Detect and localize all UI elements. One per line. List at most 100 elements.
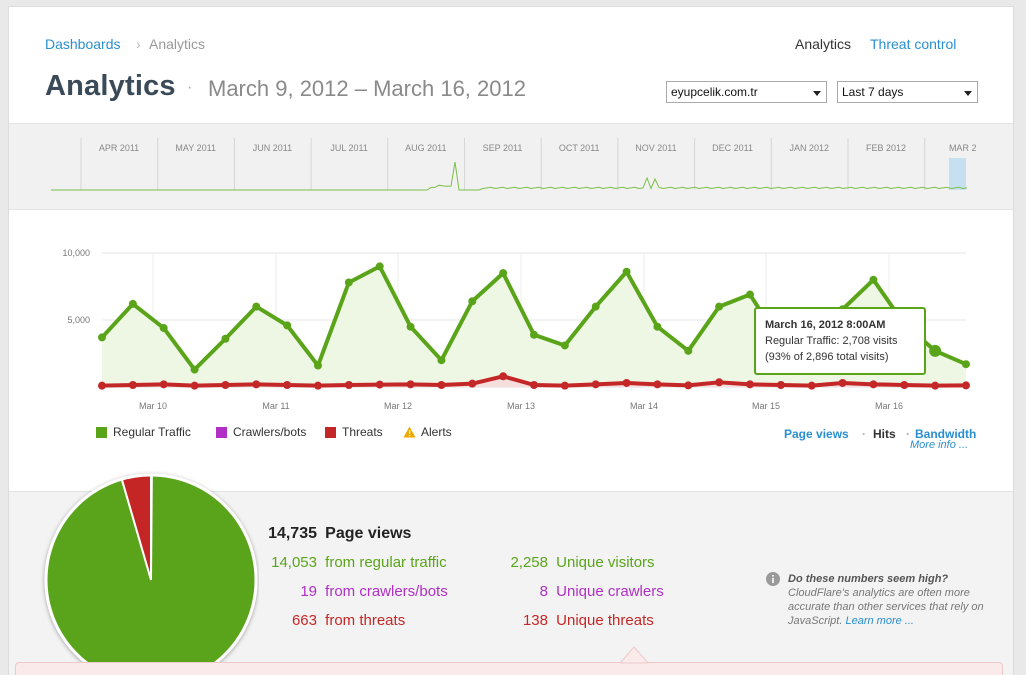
tab-page-views[interactable]: Page views (784, 427, 849, 441)
threats-point[interactable] (561, 382, 569, 390)
period-select[interactable]: Last 7 days (837, 81, 978, 103)
nav-threat-control[interactable]: Threat control (870, 36, 956, 52)
stat-crawlers-label: from crawlers/bots (325, 583, 448, 600)
legend-alerts[interactable]: Alerts (403, 425, 452, 439)
threats-point[interactable] (468, 380, 476, 388)
stat-crawlers-number: 19 (257, 583, 317, 600)
threats-point[interactable] (345, 381, 353, 389)
period-select-value: Last 7 days (842, 85, 903, 99)
overview-month-label: AUG 2011 (405, 143, 446, 153)
threats-point[interactable] (530, 381, 538, 389)
regular-traffic-point[interactable] (345, 278, 353, 286)
regular-traffic-point[interactable] (962, 360, 970, 368)
threats-point[interactable] (407, 380, 415, 388)
x-tick-label: Mar 10 (139, 401, 167, 411)
threats-point[interactable] (808, 382, 816, 390)
threats-point[interactable] (684, 381, 692, 389)
regular-traffic-point[interactable] (221, 335, 229, 343)
regular-traffic-point[interactable] (252, 303, 260, 311)
threats-point[interactable] (962, 381, 970, 389)
threats-point[interactable] (191, 382, 199, 390)
threats-point[interactable] (715, 378, 723, 386)
overview-month-label: APR 2011 (99, 143, 139, 153)
regular-traffic-point[interactable] (592, 303, 600, 311)
legend-crawlers[interactable]: Crawlers/bots (216, 425, 306, 439)
threats-point[interactable] (98, 382, 106, 390)
legend-regular[interactable]: Regular Traffic (96, 425, 191, 439)
legend-swatch-threats (325, 427, 336, 438)
regular-traffic-point[interactable] (623, 268, 631, 276)
tab-hits[interactable]: Hits (873, 427, 896, 441)
stat-unique-crawlers-label: Unique crawlers (556, 583, 664, 600)
learn-more-link[interactable]: Learn more ... (845, 615, 913, 627)
threats-point[interactable] (900, 381, 908, 389)
info-note: Do these numbers seem high? CloudFlare's… (788, 572, 1008, 628)
overview-month-label: JUL 2011 (330, 143, 368, 153)
regular-traffic-point[interactable] (715, 303, 723, 311)
regular-traffic-point[interactable] (499, 269, 507, 277)
stat-threats-number: 663 (257, 612, 317, 629)
regular-traffic-point[interactable] (561, 341, 569, 349)
breadcrumb-dashboards-link[interactable]: Dashboards (45, 36, 121, 52)
title-separator: · (187, 79, 192, 97)
analytics-card: Dashboards › Analytics Analytics Threat … (8, 6, 1014, 675)
legend-swatch-regular (96, 427, 107, 438)
site-select-value: eyupcelik.com.tr (671, 85, 758, 99)
stat-unique-threats-number: 138 (488, 612, 548, 629)
threats-point[interactable] (437, 381, 445, 389)
regular-traffic-point[interactable] (283, 321, 291, 329)
chart-tooltip: March 16, 2012 8:00AM Regular Traffic: 2… (754, 307, 926, 375)
threats-point[interactable] (252, 380, 260, 388)
regular-traffic-point[interactable] (407, 323, 415, 331)
regular-traffic-point[interactable] (314, 362, 322, 370)
threats-point[interactable] (314, 382, 322, 390)
site-select[interactable]: eyupcelik.com.tr (666, 81, 827, 103)
overview-chart[interactable]: APR 2011 MAY 2011 JUN 2011 JUL 2011 AUG 2011… (9, 124, 1014, 211)
threats-point[interactable] (931, 382, 939, 390)
regular-traffic-point[interactable] (437, 356, 445, 364)
threats-point[interactable] (869, 380, 877, 388)
legend-label-threats: Threats (342, 425, 383, 439)
threats-point[interactable] (129, 381, 137, 389)
overview-selection[interactable] (949, 158, 966, 190)
threats-point[interactable] (839, 379, 847, 387)
regular-traffic-point[interactable] (191, 366, 199, 374)
regular-traffic-point[interactable] (129, 300, 137, 308)
regular-traffic-point[interactable] (160, 324, 168, 332)
tab-separator: · (862, 427, 866, 441)
threats-point[interactable] (221, 381, 229, 389)
threats-point[interactable] (653, 380, 661, 388)
tooltip-line2: (93% of 2,896 total visits) (765, 349, 924, 365)
regular-traffic-point[interactable] (376, 262, 384, 270)
regular-traffic-point[interactable] (468, 297, 476, 305)
regular-traffic-point[interactable] (869, 276, 877, 284)
legend-label-crawlers: Crawlers/bots (233, 425, 306, 439)
regular-traffic-point[interactable] (929, 345, 941, 357)
regular-traffic-point[interactable] (530, 331, 538, 339)
overview-month-label: OCT 2011 (559, 143, 600, 153)
x-tick-label: Mar 12 (384, 401, 412, 411)
legend-threats[interactable]: Threats (325, 425, 383, 439)
panel-pointer (620, 645, 648, 664)
threats-point[interactable] (283, 381, 291, 389)
regular-traffic-point[interactable] (653, 323, 661, 331)
stat-unique-threats: 138 Unique threats (488, 612, 654, 629)
legend-label-alerts: Alerts (421, 425, 452, 439)
regular-traffic-point[interactable] (684, 347, 692, 355)
nav-analytics[interactable]: Analytics (795, 36, 851, 52)
threats-point[interactable] (623, 379, 631, 387)
threats-point[interactable] (592, 380, 600, 388)
regular-traffic-point[interactable] (746, 291, 754, 299)
threats-point[interactable] (160, 380, 168, 388)
stat-total: 14,735 Page views (257, 525, 411, 543)
regular-traffic-point[interactable] (98, 333, 106, 341)
threats-point[interactable] (746, 380, 754, 388)
x-tick-label: Mar 14 (630, 401, 658, 411)
overview-month-label: SEP 2011 (483, 143, 523, 153)
threats-point[interactable] (777, 381, 785, 389)
legend-swatch-crawlers (216, 427, 227, 438)
threats-point[interactable] (499, 372, 507, 380)
chevron-down-icon (813, 91, 821, 96)
threats-point[interactable] (376, 381, 384, 389)
more-info-link[interactable]: More info ... (910, 439, 968, 451)
